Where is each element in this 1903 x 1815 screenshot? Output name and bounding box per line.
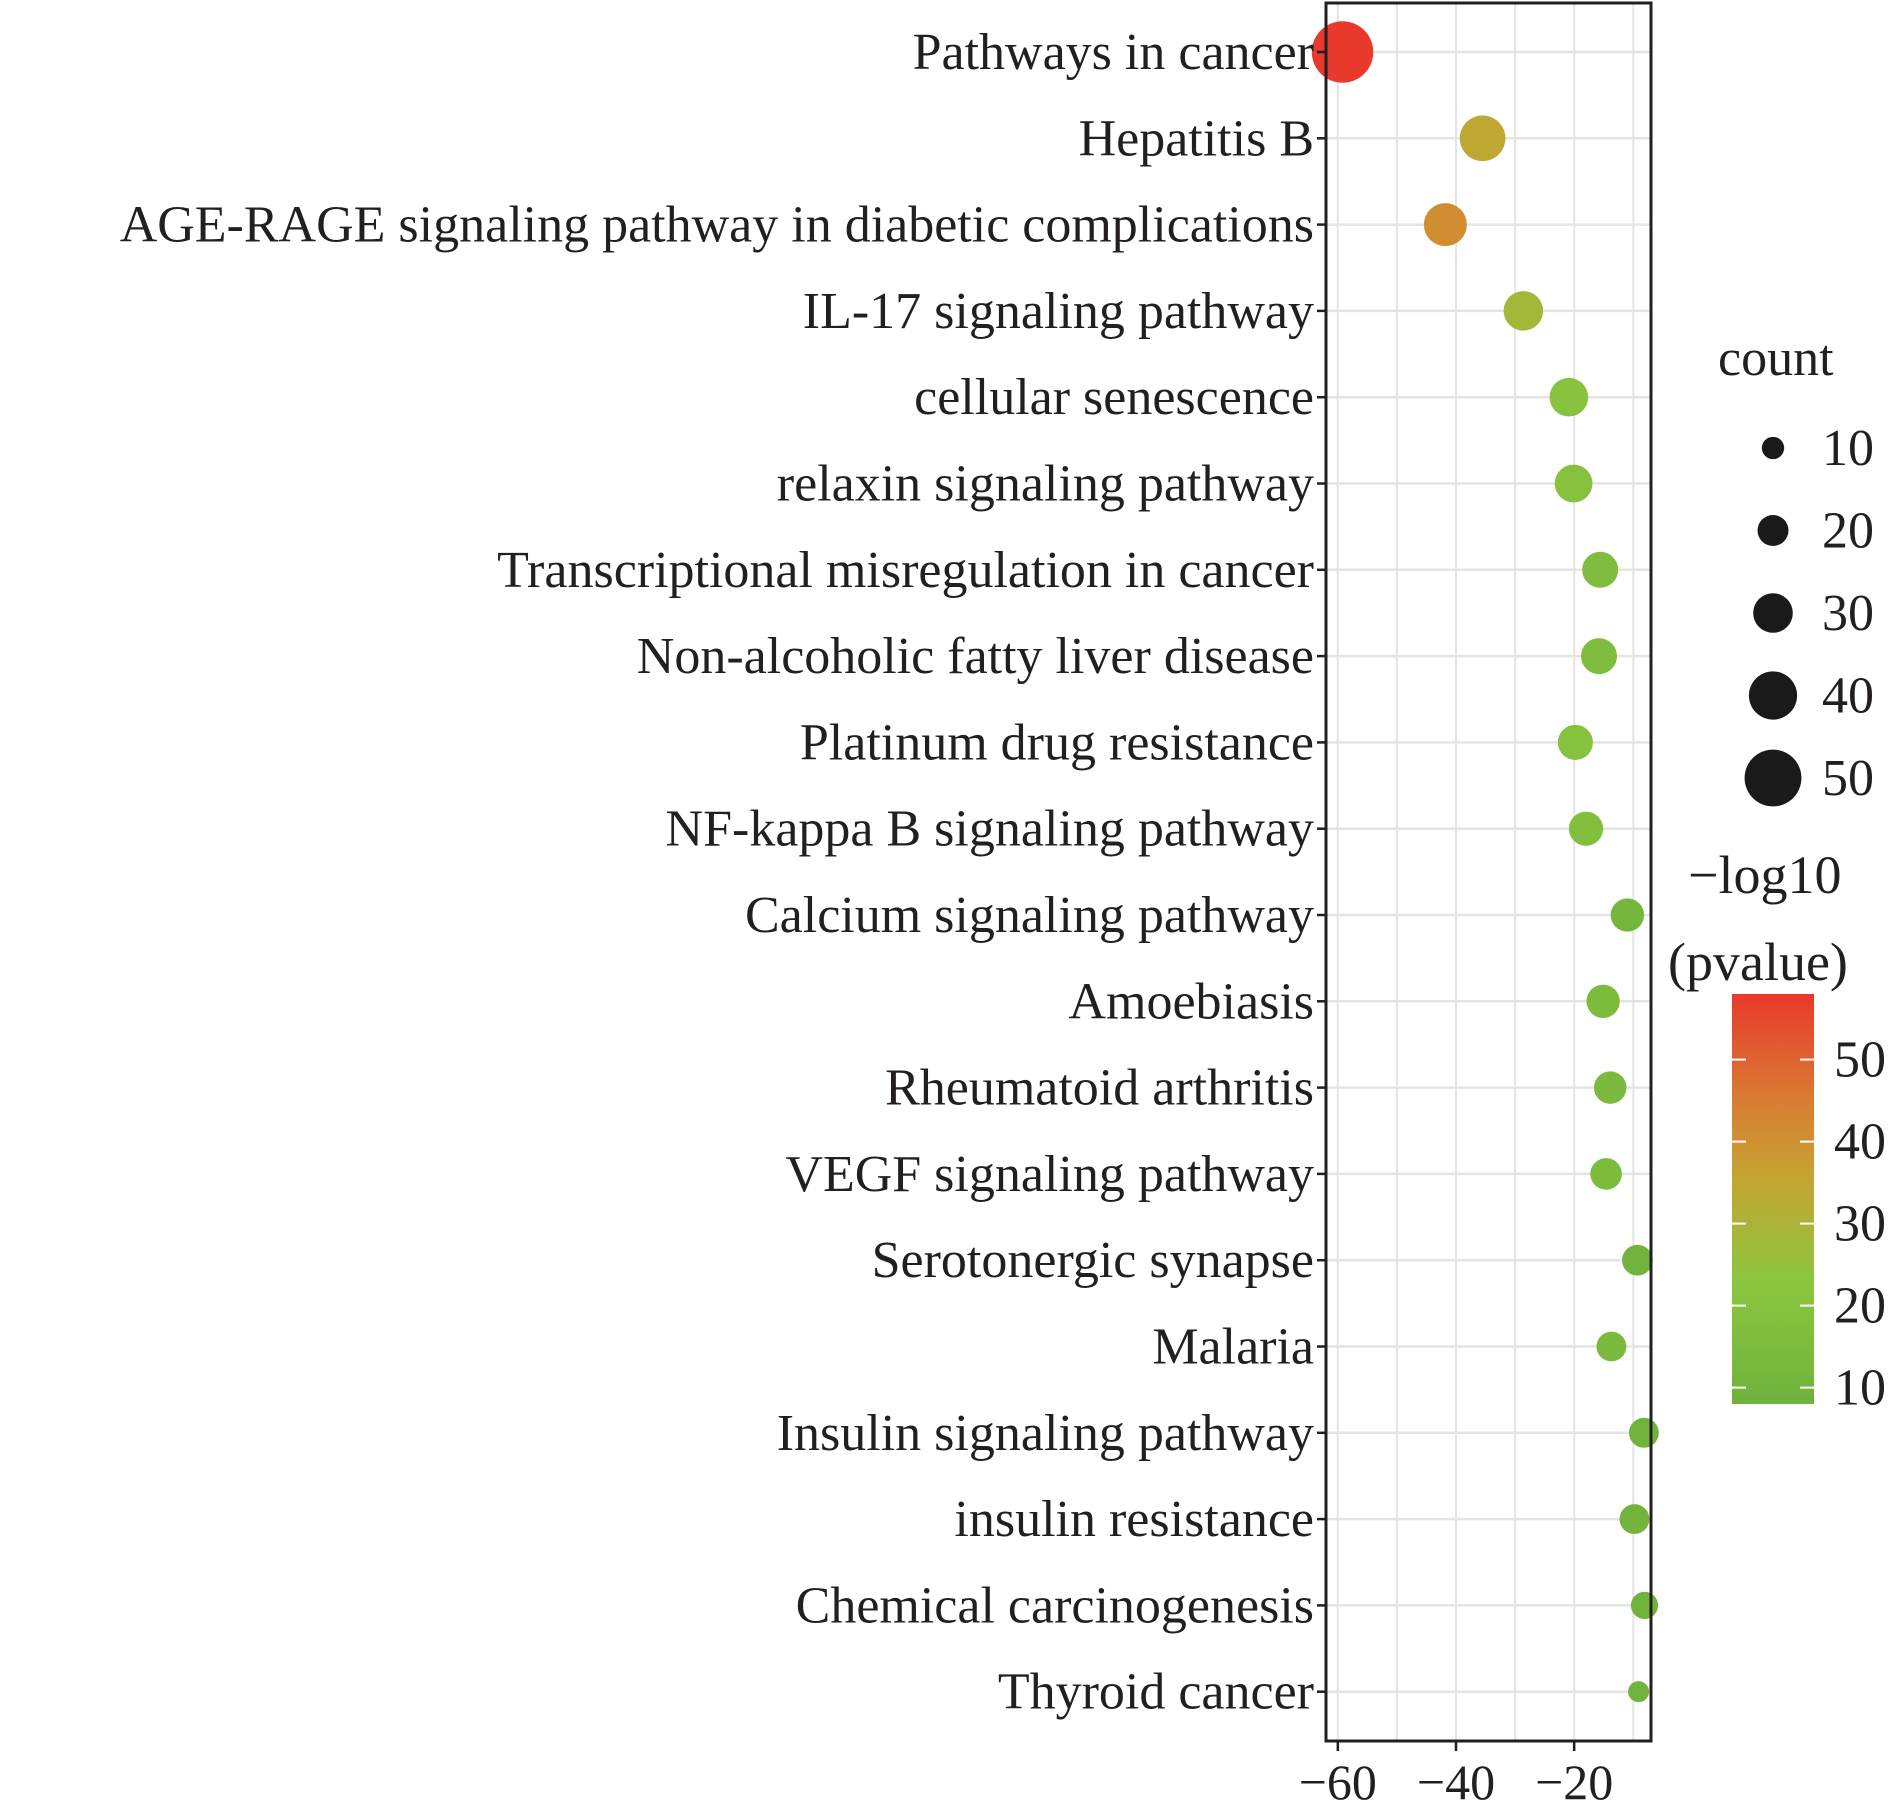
y-tick-label: VEGF signaling pathway xyxy=(785,1146,1314,1203)
y-tick-label: Transcriptional misregulation in cancer xyxy=(497,542,1314,599)
data-point xyxy=(1630,1591,1659,1619)
size-legend-dot xyxy=(1748,671,1798,720)
y-tick-label: Thyroid cancer xyxy=(998,1664,1314,1721)
color-bar-label: 50 xyxy=(1834,1032,1886,1089)
x-tick-label: −20 xyxy=(1535,1754,1613,1810)
color-legend-title: (pvalue) xyxy=(1668,932,1848,992)
data-point xyxy=(1628,1417,1659,1448)
plot-panel-border xyxy=(1324,1,1653,1743)
grid-lines xyxy=(1326,3,1651,1741)
data-point xyxy=(1459,115,1506,162)
data-point xyxy=(1596,1331,1627,1362)
size-legend-dot xyxy=(1744,749,1802,807)
y-tick-label: NF-kappa B signaling pathway xyxy=(666,801,1314,858)
data-point xyxy=(1423,203,1467,247)
y-tick-label: insulin resistance xyxy=(954,1491,1314,1548)
size-legend-dot xyxy=(1757,515,1789,546)
data-point xyxy=(1619,1504,1650,1535)
size-legend-dot xyxy=(1753,593,1793,633)
data-point xyxy=(1610,898,1645,932)
data-point xyxy=(1581,638,1617,675)
y-tick-label: Malaria xyxy=(1152,1319,1314,1376)
color-bar xyxy=(1732,994,1814,1404)
data-points xyxy=(1311,21,1659,1703)
color-bar-label: 30 xyxy=(1834,1196,1886,1253)
data-point xyxy=(1590,1158,1622,1190)
y-tick-label: Insulin signaling pathway xyxy=(777,1405,1314,1462)
data-point xyxy=(1549,377,1589,417)
y-tick-label: Rheumatoid arthritis xyxy=(885,1060,1314,1117)
data-point xyxy=(1586,984,1620,1018)
color-bar-label: 40 xyxy=(1834,1114,1886,1171)
data-point xyxy=(1568,811,1604,846)
size-legend-label: 20 xyxy=(1822,503,1874,560)
y-tick-label: Calcium signaling pathway xyxy=(745,887,1314,944)
size-legend-label: 50 xyxy=(1822,750,1874,807)
y-tick-label: cellular senescence xyxy=(914,369,1314,426)
y-tick-label: Hepatitis B xyxy=(1079,110,1314,167)
color-bar-label: 20 xyxy=(1834,1278,1886,1335)
data-point xyxy=(1554,464,1593,503)
data-point xyxy=(1628,1681,1650,1703)
size-legend-label: 40 xyxy=(1822,668,1874,725)
data-point xyxy=(1622,1244,1653,1276)
x-tick-label: −40 xyxy=(1417,1754,1495,1810)
data-point xyxy=(1582,551,1619,588)
y-tick-label: Serotonergic synapse xyxy=(872,1232,1314,1289)
legends: count 10 20 30 40 50 −log10 (pvalue) 10 20 30 40 50 xyxy=(1668,330,1886,1417)
data-point xyxy=(1593,1071,1627,1104)
color-bar-label: 10 xyxy=(1834,1360,1886,1417)
y-tick-label: IL-17 signaling pathway xyxy=(803,283,1314,340)
x-tick-label: −60 xyxy=(1299,1754,1377,1810)
y-tick-label: relaxin signaling pathway xyxy=(777,456,1314,513)
y-tick-label: Chemical carcinogenesis xyxy=(796,1577,1314,1634)
y-tick-label: Amoebiasis xyxy=(1068,973,1314,1030)
axes: Pathways in cancer Hepatitis B AGE-RAGE si… xyxy=(120,24,1614,1810)
y-tick-label: AGE-RAGE signaling pathway in diabetic c… xyxy=(120,197,1314,254)
size-legend-label: 30 xyxy=(1822,585,1874,642)
size-legend-title: count xyxy=(1718,330,1834,387)
y-tick-label: Non-alcoholic fatty liver disease xyxy=(637,628,1314,685)
size-legend-dot xyxy=(1761,436,1785,460)
data-point xyxy=(1557,724,1593,760)
data-point xyxy=(1503,291,1544,331)
y-tick-label: Platinum drug resistance xyxy=(800,714,1314,771)
y-tick-label: Pathways in cancer xyxy=(913,24,1314,81)
size-legend-label: 10 xyxy=(1822,420,1874,477)
color-legend-title: −log10 xyxy=(1688,845,1841,905)
